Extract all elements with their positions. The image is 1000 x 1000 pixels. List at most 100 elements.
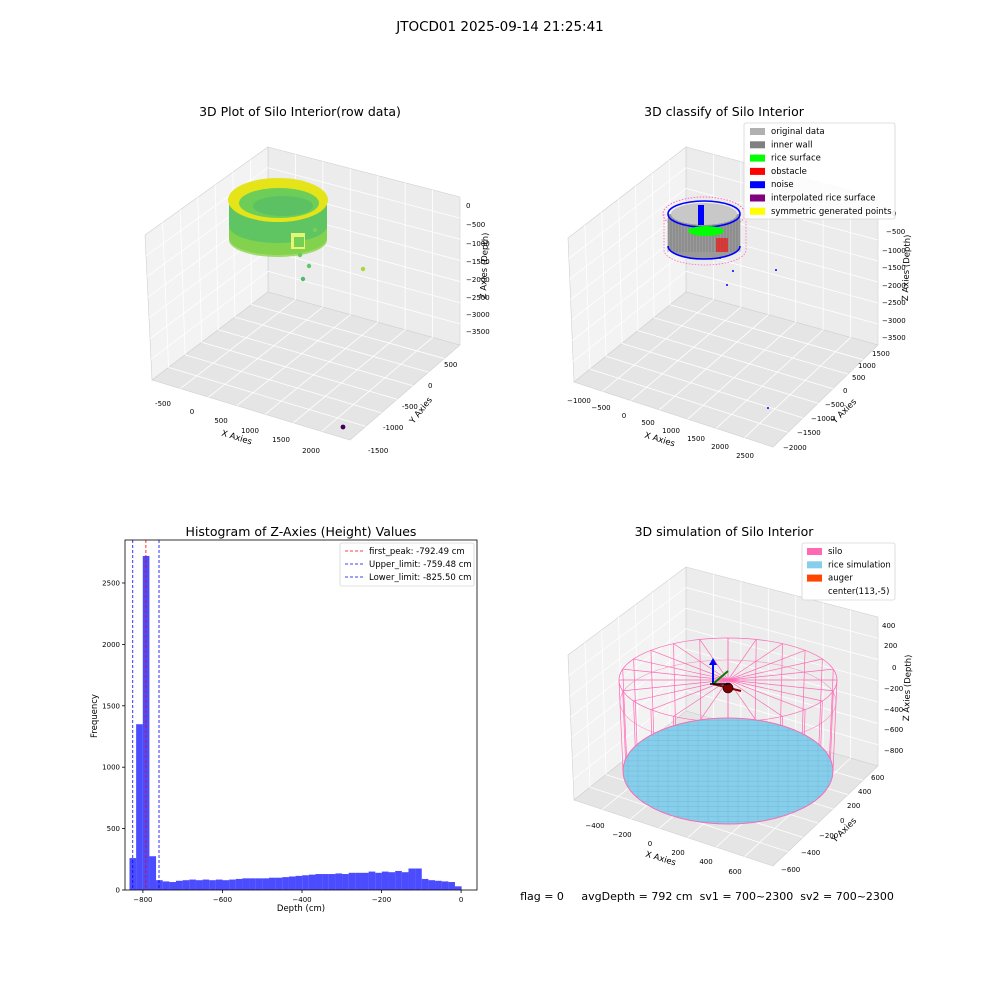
histogram-y-label: Frequency — [90, 694, 100, 738]
histogram-bar — [428, 880, 436, 890]
histogram-bar — [421, 878, 429, 890]
raw-y-tick: -1500 — [368, 447, 388, 455]
classify-y-tick: 500 — [852, 374, 865, 382]
histogram-bar — [182, 880, 190, 890]
panel-simulation-3d: 3D simulation of Silo Interior −400 −200… — [567, 524, 914, 876]
grid-line — [572, 270, 687, 362]
legend-swatch — [750, 207, 765, 215]
raw-cylinder-chunk — [294, 237, 304, 247]
raw-y-tick: 0 — [428, 382, 432, 390]
silo-wall-line — [818, 658, 823, 745]
histogram-bar — [215, 879, 223, 890]
legend-swatch — [750, 194, 765, 202]
legend-swatch — [807, 561, 822, 569]
sim-z-tick: −200 — [884, 685, 903, 693]
grid-line — [180, 299, 296, 389]
grid-line — [570, 208, 687, 301]
panel-histogram: Histogram of Z-Axies (Height) Values −80… — [90, 524, 478, 914]
histogram-bar — [302, 875, 309, 890]
histogram-bar — [381, 871, 389, 890]
classify-y-tick: 1000 — [858, 362, 876, 370]
raw-y-tick: -500 — [402, 403, 418, 411]
classify-floor-pane — [573, 291, 879, 448]
histogram-y-tick-label: 1500 — [102, 702, 120, 710]
legend-label: center(113,-5) — [828, 587, 889, 597]
grid-line — [197, 197, 203, 343]
grid-line — [572, 669, 687, 759]
raw-z-tick: −1000 — [466, 240, 490, 248]
legend-label: auger — [828, 574, 853, 584]
grid-line — [569, 607, 687, 697]
classify-noise-point — [732, 270, 734, 272]
grid-line — [568, 167, 687, 259]
grid-line — [568, 587, 687, 677]
grid-line — [201, 341, 398, 400]
classify-legend: original data inner wall rice surface obsta… — [743, 122, 896, 220]
sim-z-tick: 0 — [892, 664, 896, 672]
histogram-bar — [242, 878, 250, 890]
histogram-bar — [322, 874, 329, 890]
grid-line — [150, 270, 269, 360]
silo-wall-line — [832, 679, 838, 772]
classify-noise-point — [775, 269, 777, 271]
histogram-bar — [401, 872, 409, 890]
histogram-bar — [222, 880, 230, 890]
histogram-reference-lines — [132, 540, 160, 890]
raw-y-tick: -1000 — [383, 424, 403, 432]
raw-z-tick: −2500 — [466, 294, 490, 302]
histogram-y-tick-label: 0 — [116, 887, 120, 895]
histogram-bar — [202, 879, 210, 890]
grid-line — [162, 222, 169, 368]
histogram-y-tick-label: 2000 — [102, 641, 120, 649]
grid-line — [602, 299, 714, 392]
classify-rice-surface — [688, 226, 724, 236]
grid-line — [685, 270, 879, 325]
grid-line — [218, 329, 413, 387]
raw-point — [297, 252, 303, 258]
histogram-bar — [136, 724, 143, 890]
histogram-bar — [355, 872, 362, 890]
classify-x-tick: 1500 — [687, 435, 705, 443]
silo-wall-line — [673, 643, 676, 726]
legend-swatch — [750, 128, 765, 135]
silo-wall-line — [650, 650, 655, 734]
raw-z-label: Z Axies (Depth) — [479, 232, 491, 299]
raw-z-tick: −3500 — [466, 328, 490, 336]
silo-roof-line — [727, 679, 806, 711]
legend-label: obstacle — [771, 167, 807, 177]
classify-noise-point — [719, 257, 721, 259]
silo-roof-line — [727, 668, 834, 681]
histogram-y-ticks: 0 500 1000 1500 2000 2500 — [102, 579, 125, 895]
raw-x-tick: 500 — [214, 417, 227, 425]
histogram-bar — [361, 872, 369, 890]
silo-roof-line — [650, 649, 729, 681]
histogram-bar — [441, 881, 449, 890]
sim-z-tick: 400 — [882, 622, 895, 630]
histogram-bar — [169, 882, 176, 890]
raw-x-tick: 2000 — [302, 447, 320, 455]
grid-line — [605, 355, 804, 419]
classify-z-label: Z Axies (Depth) — [901, 234, 913, 301]
grid-line — [149, 250, 269, 339]
classify-symmetric-lower — [663, 214, 747, 266]
silo-wall-line — [618, 679, 624, 772]
histogram-bar — [288, 876, 296, 890]
silo-wall-line — [622, 669, 627, 758]
classify-x-tick: 1000 — [662, 427, 680, 435]
classify-x-tick: 2000 — [711, 443, 729, 451]
raw-x-tick: 1500 — [272, 436, 290, 444]
grid-line — [584, 642, 591, 788]
sim-x-tick: −400 — [585, 822, 604, 830]
silo-roof-line — [727, 639, 757, 681]
sim-x-tick: 200 — [671, 849, 684, 857]
grid-line — [321, 337, 433, 432]
sim-y-tick: −200 — [819, 832, 838, 840]
legend-label: original data — [771, 127, 825, 137]
grid-line — [267, 250, 461, 304]
sim-legend: silo rice simulation auger center(113,-5) — [801, 542, 896, 601]
classify-x-tick: 500 — [641, 419, 654, 427]
grid-line — [601, 211, 607, 357]
raw-point — [300, 276, 306, 282]
histogram-bars — [129, 555, 462, 890]
histogram-bar — [328, 874, 336, 890]
